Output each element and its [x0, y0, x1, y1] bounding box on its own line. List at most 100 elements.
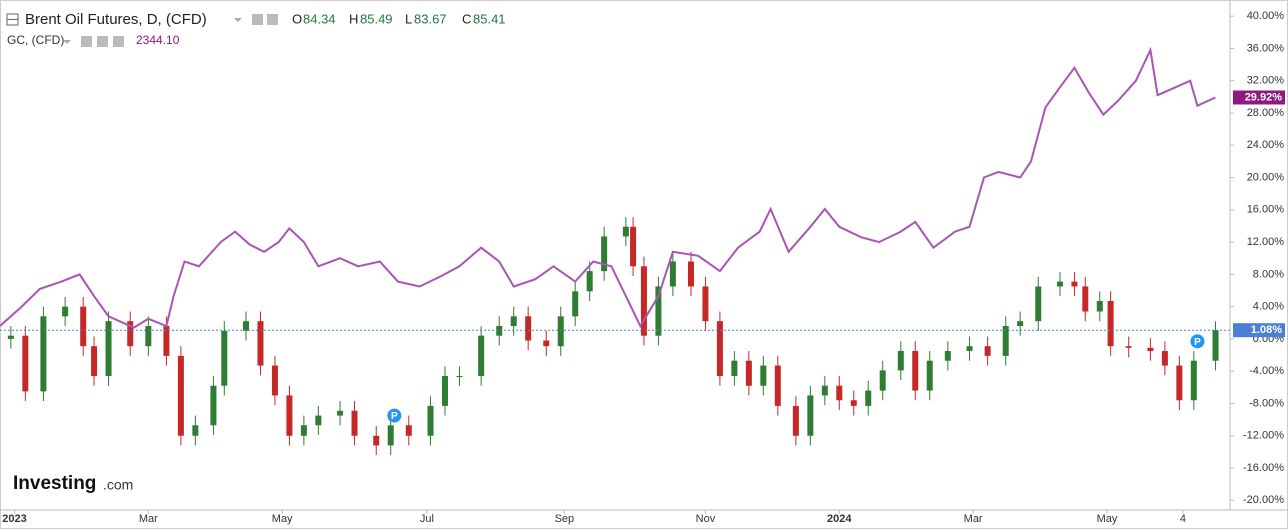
candle-body — [702, 286, 709, 322]
eye-icon[interactable] — [81, 36, 92, 47]
logo-suffix: .com — [103, 477, 133, 493]
candle-body — [441, 376, 448, 406]
main-series-title: Brent Oil Futures, D, (CFD) — [25, 11, 207, 28]
candle-body — [716, 321, 723, 377]
event-marker-label: P — [391, 411, 398, 422]
plot-area: PP — [0, 46, 1230, 456]
candle-body — [1190, 360, 1197, 401]
candle-body — [687, 261, 694, 287]
open-label: O — [292, 11, 302, 26]
candle-body — [7, 335, 14, 339]
y-tick-label: 12.00% — [1247, 236, 1285, 248]
candle-body — [1147, 347, 1154, 352]
event-marker — [387, 408, 402, 423]
candle-body — [1096, 300, 1103, 312]
candle-body — [1002, 326, 1009, 356]
candle-body — [1017, 321, 1024, 327]
candle-body — [1082, 286, 1089, 312]
x-tick-label: May — [1097, 513, 1118, 525]
y-tick-label: 32.00% — [1247, 75, 1285, 87]
candle-body — [655, 286, 662, 336]
dropdown[interactable] — [234, 18, 242, 22]
candle-body — [145, 326, 152, 347]
y-tick-label: 8.00% — [1253, 268, 1284, 280]
y-tick-label: -4.00% — [1249, 365, 1284, 377]
candle-body — [640, 266, 647, 336]
close-value: 85.41 — [473, 11, 506, 26]
candle-body — [669, 261, 676, 287]
candle-body — [821, 385, 828, 396]
y-tick-label: -20.00% — [1243, 494, 1284, 506]
candle-body — [80, 306, 87, 347]
candle-body — [351, 410, 358, 436]
y-tick-label: 36.00% — [1247, 42, 1285, 54]
candle-body — [879, 370, 886, 391]
candle-body — [622, 226, 629, 237]
candle-body — [1161, 351, 1168, 366]
candle-body — [22, 335, 29, 392]
candle-body — [926, 360, 933, 391]
y-tick-label: 40.00% — [1247, 10, 1285, 22]
y-tick-label: -16.00% — [1243, 462, 1284, 474]
candle-body — [1035, 286, 1042, 322]
candle-body — [525, 316, 532, 341]
candle-body — [745, 360, 752, 386]
price-tag — [1233, 90, 1285, 105]
x-tick-label: May — [272, 513, 293, 525]
candle-body — [865, 390, 872, 406]
compare-series-title: GC, (CFD) — [7, 33, 64, 47]
candle-body — [91, 346, 98, 377]
candle-body — [912, 351, 919, 391]
price-tag-label: 29.92% — [1245, 91, 1283, 103]
candle-body — [221, 330, 228, 386]
compare-series-value: 2344.10 — [136, 33, 180, 47]
candle-body — [586, 271, 593, 292]
candle-body — [557, 316, 564, 347]
low-label: L — [405, 11, 412, 26]
remove-icon[interactable] — [113, 36, 124, 47]
high-value: 85.49 — [360, 11, 393, 26]
candle-body — [192, 425, 199, 436]
y-tick-label: -12.00% — [1243, 430, 1284, 442]
y-tick-label: -8.00% — [1249, 397, 1284, 409]
x-tick-label: 4 — [1180, 513, 1186, 525]
candle-body — [944, 351, 951, 361]
open-value: 84.34 — [303, 11, 336, 26]
candle-body — [337, 410, 344, 416]
x-tick-label: 2023 — [2, 513, 26, 525]
candle-body — [478, 335, 485, 377]
y-tick-label: 16.00% — [1247, 204, 1285, 216]
candle-body — [405, 425, 412, 436]
y-tick-label: 28.00% — [1247, 107, 1285, 119]
price-tag-label: 1.08% — [1251, 324, 1282, 336]
candle-body — [510, 316, 517, 327]
settings-icon[interactable] — [267, 14, 278, 25]
candle-body — [836, 385, 843, 401]
candle-body — [1212, 330, 1219, 361]
event-marker — [1190, 334, 1205, 349]
close-label: C — [462, 11, 471, 26]
candle-body — [315, 415, 322, 426]
candle-body — [1125, 346, 1132, 348]
candle-body — [257, 321, 264, 366]
candle-body — [286, 395, 293, 436]
candle-body — [1071, 281, 1078, 287]
candle-body — [1176, 365, 1183, 401]
candle-body — [1107, 300, 1114, 347]
candle-body — [543, 340, 550, 347]
candle-body — [774, 365, 781, 406]
candle-body — [243, 321, 249, 331]
dropdown[interactable] — [63, 40, 71, 44]
candle-body — [850, 400, 857, 406]
candle-body — [496, 326, 503, 336]
candle-body — [177, 355, 184, 436]
candle-body — [127, 321, 134, 347]
candle-body — [62, 306, 69, 317]
eye-icon[interactable] — [252, 14, 263, 25]
candle-body — [210, 385, 217, 426]
candle-body — [807, 395, 814, 436]
settings-icon[interactable] — [97, 36, 108, 47]
x-tick-label: Nov — [696, 513, 716, 525]
y-tick-label: 4.00% — [1253, 301, 1284, 313]
